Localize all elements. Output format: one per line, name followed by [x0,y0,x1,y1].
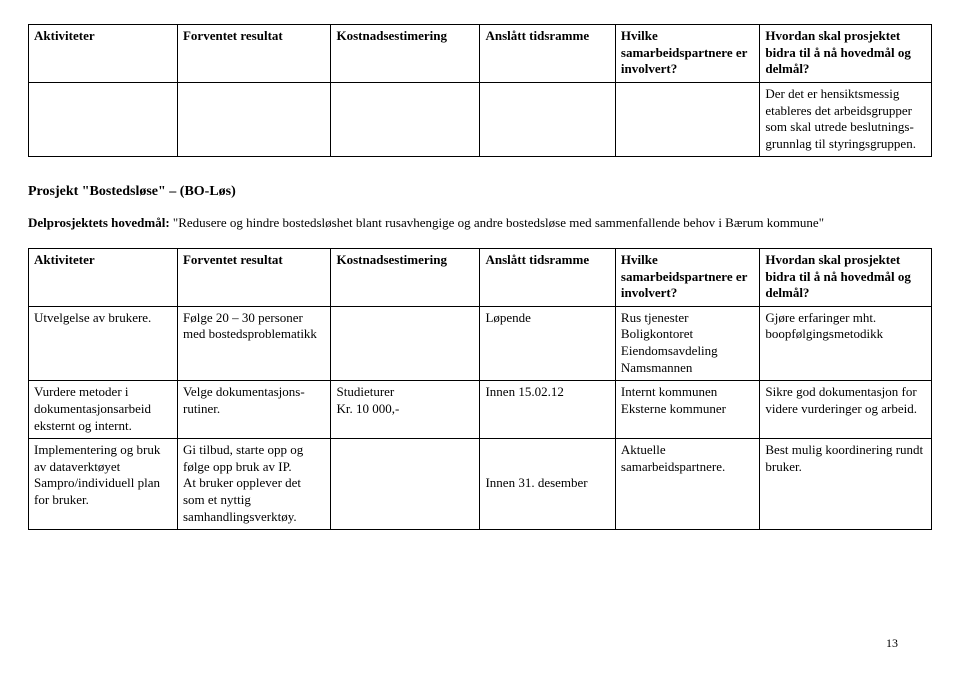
table-row: Implementering og bruk av dataverktøyet … [29,439,932,530]
col-header: Hvilke samarbeidspartnere er involvert? [615,248,759,306]
intro-lead: Delprosjektets hovedmål: [28,215,170,230]
table-cell: Vurdere metoder i dokumentasjonsarbeid e… [29,381,178,439]
table-cell: Implementering og bruk av dataverktøyet … [29,439,178,530]
col-header: Aktiviteter [29,248,178,306]
table-cell: Utvelgelse av brukere. [29,306,178,381]
table-cell: Velge dokumentasjons-rutiner. [177,381,331,439]
table-cell: Best mulig koordinering rundt bruker. [760,439,932,530]
section-intro: Delprosjektets hovedmål: "Redusere og hi… [28,215,932,232]
table-cell [29,82,178,157]
col-header: Anslått tidsramme [480,25,615,83]
col-header: Forventet resultat [177,248,331,306]
col-header: Hvilke samarbeidspartnere er involvert? [615,25,759,83]
table-cell [331,306,480,381]
col-header: Hvordan skal prosjektet bidra til å nå h… [760,248,932,306]
intro-rest: "Redusere og hindre bostedsløshet blant … [170,215,824,230]
table-cell: Aktuelle samarbeidspartnere. [615,439,759,530]
col-header: Forventet resultat [177,25,331,83]
table-cell: Innen 31. desember [480,439,615,530]
table-cell: Sikre god dokumentasjon for videre vurde… [760,381,932,439]
table-cell: Innen 15.02.12 [480,381,615,439]
table-cell [331,439,480,530]
page-number: 13 [886,636,898,651]
col-header: Aktiviteter [29,25,178,83]
table-cell [177,82,331,157]
table-cell: Følge 20 – 30 personer med bostedsproble… [177,306,331,381]
table-cell: Løpende [480,306,615,381]
table-row: Vurdere metoder i dokumentasjonsarbeid e… [29,381,932,439]
table-cell: Gjøre erfaringer mht. boopfølgingsmetodi… [760,306,932,381]
table-cell: Studieturer Kr. 10 000,- [331,381,480,439]
table-cell: Der det er hensiktsmessig etableres det … [760,82,932,157]
col-header: Anslått tidsramme [480,248,615,306]
col-header: Hvordan skal prosjektet bidra til å nå h… [760,25,932,83]
table-row: Utvelgelse av brukere. Følge 20 – 30 per… [29,306,932,381]
section-heading: Prosjekt "Bostedsløse" – (BO-Løs) [28,183,932,201]
project-table: Aktiviteter Forventet resultat Kostnadse… [28,248,932,530]
table-cell: Gi tilbud, starte opp og følge opp bruk … [177,439,331,530]
col-header: Kostnadsestimering [331,25,480,83]
table-cell: Rus tjenester Boligkontoret Eiendomsavde… [615,306,759,381]
table-cell: Internt kommunen Eksterne kommuner [615,381,759,439]
summary-table-top: Aktiviteter Forventet resultat Kostnadse… [28,24,932,157]
col-header: Kostnadsestimering [331,248,480,306]
table-cell [615,82,759,157]
table-cell [480,82,615,157]
table-cell [331,82,480,157]
